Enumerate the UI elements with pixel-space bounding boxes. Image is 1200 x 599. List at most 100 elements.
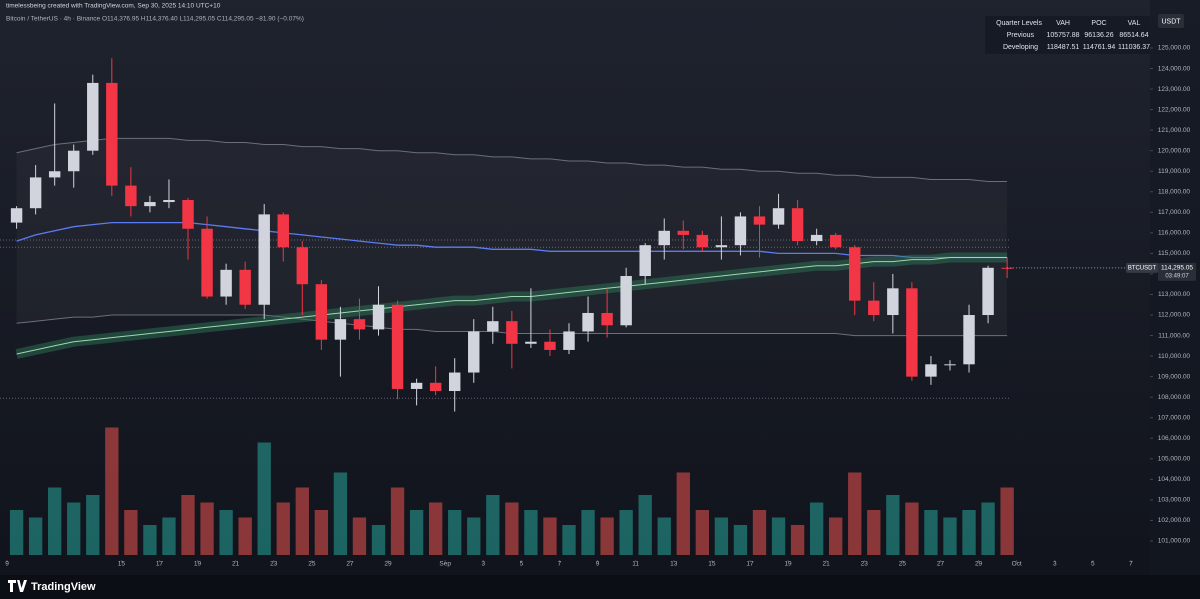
x-tick-label: 23 [270,561,278,568]
x-tick-label: 3 [1053,561,1057,568]
x-tick-label: 27 [346,561,354,568]
candle-body [734,216,747,246]
volume-bar [276,502,290,555]
volume-bar [524,510,538,555]
y-tick-label: 102,000.00 [1158,517,1191,524]
candle-body [849,247,861,301]
table-cell: Previous [1007,32,1035,39]
x-tick-label: 21 [823,561,831,568]
footer-bar [0,575,1200,599]
volume-bar [467,517,481,555]
candle-body [334,319,347,340]
candle-body [353,319,366,330]
candle-body [544,341,556,350]
x-tick-label: 5 [1091,561,1095,568]
candle-body [277,214,289,248]
x-tick-label: 7 [558,561,562,568]
candle-body [201,228,213,297]
currency-button-label[interactable]: USDT [1161,18,1181,25]
indicator-line [16,221,1008,259]
volume-bar [28,517,43,555]
candle-body [106,82,118,186]
candle-body [315,284,328,340]
volume-bar [790,525,805,555]
x-tick-label: 9 [5,561,9,568]
volume-bar [600,517,614,555]
volume-bar [333,472,348,555]
candle-body [810,234,823,242]
candle-body [563,331,575,350]
candle-body [220,269,232,297]
volume-bar [1000,487,1014,555]
y-tick-label: 105,000.00 [1158,456,1191,463]
x-tick-label: Oct [1012,561,1022,568]
volume-bar [124,510,138,555]
volume-bar [505,502,519,555]
volume-bar [733,525,748,555]
volume-bar [200,502,214,555]
volume-bar [86,495,100,555]
countdown-label: 03:49:07 [1165,273,1189,279]
volume-bar [714,517,729,555]
volume-bar [352,517,367,555]
x-tick-label: 23 [861,561,869,568]
candle-body [410,382,423,389]
plot [0,47,1153,562]
candle-body [601,312,613,326]
logo-text: TradingView [31,581,96,593]
candle-body [525,341,537,344]
table-header: Quarter Levels [996,20,1042,27]
y-tick-label: 103,000.00 [1158,497,1191,504]
x-tick-label: 29 [384,561,392,568]
volume-bar [905,502,919,555]
price-axis [1150,0,1200,575]
y-tick-label: 116,000.00 [1158,230,1190,237]
y-tick-label: 109,000.00 [1158,373,1191,380]
y-tick-label: 104,000.00 [1158,476,1191,483]
volume-bar [771,517,786,555]
candle-body [391,304,404,389]
candle-body [429,382,442,392]
table-header: VAH [1056,20,1070,27]
y-tick-label: 124,000.00 [1158,65,1191,72]
volume-bar [257,442,271,555]
y-tick-label: 106,000.00 [1158,435,1191,442]
candle-body [791,208,804,242]
candle-body [677,230,690,235]
candle-body [48,171,61,178]
y-tick-label: 118,000.00 [1158,188,1190,195]
volume-bar [295,487,309,555]
candle-body [144,202,156,207]
y-tick-label: 112,000.00 [1158,312,1190,319]
volume-bar [543,517,557,555]
volume-bar [752,510,767,555]
volume-bar [562,525,576,555]
table-cell: 105757.88 [1046,32,1079,39]
candle-body [182,199,194,229]
candle-body [829,234,842,248]
symbol-label: BTCUSDT [1128,265,1157,271]
x-tick-label: 19 [194,561,202,568]
candle-body [582,312,594,332]
table-cell: 118487.51 [1047,44,1080,51]
volume-bar [943,517,957,555]
volume-bar [924,510,938,555]
quarter-levels-table: Quarter Levels VAH POC VAL Previous 1057… [985,16,1150,54]
candle-body [715,245,728,248]
currency-button[interactable] [1158,14,1184,28]
table-bg [985,16,1150,54]
volume-bar [848,472,862,555]
y-tick-label: 101,000.00 [1158,538,1191,545]
candle-body [239,269,251,305]
table-cell: 114761.94 [1083,44,1116,51]
candle-body [868,300,880,316]
candle-body [468,331,480,373]
candle-body [487,321,499,332]
candle-body [372,304,385,330]
candle-body [772,208,785,225]
y-tick-label: 115,000.00 [1158,250,1190,257]
x-tick-label: 29 [975,561,983,568]
candle-body [906,288,918,377]
x-tick-label: 5 [520,561,524,568]
